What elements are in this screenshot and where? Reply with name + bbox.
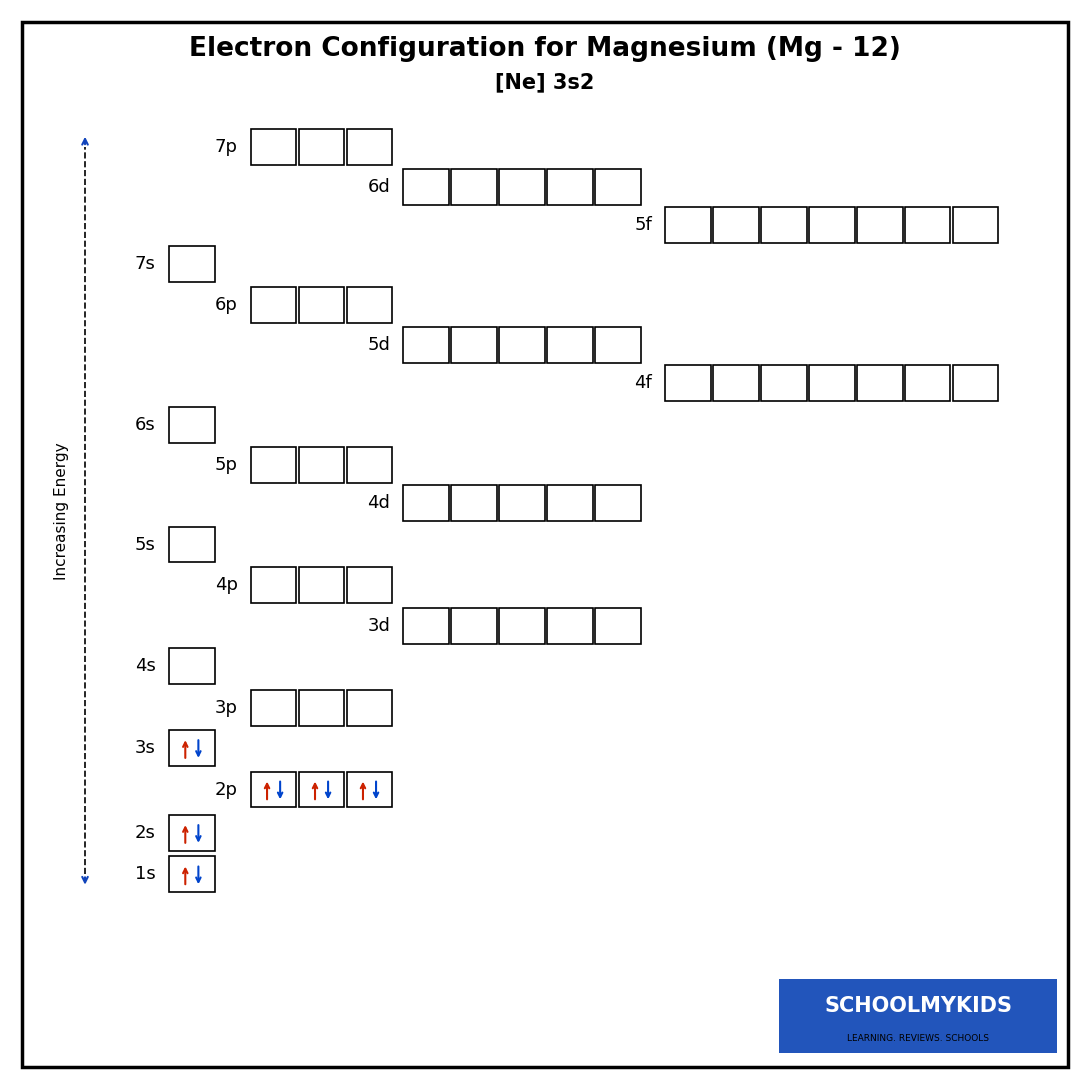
Bar xyxy=(169,527,215,563)
Bar xyxy=(547,170,593,206)
Text: 1s: 1s xyxy=(135,866,156,883)
Text: 3d: 3d xyxy=(367,617,390,635)
Text: 6d: 6d xyxy=(367,179,390,196)
Bar xyxy=(809,365,855,401)
Bar xyxy=(299,690,344,726)
Bar xyxy=(299,771,344,808)
Bar xyxy=(451,327,497,363)
Text: 4s: 4s xyxy=(135,658,156,675)
Text: 2s: 2s xyxy=(135,824,156,842)
Bar xyxy=(761,365,807,401)
Text: 5p: 5p xyxy=(215,456,238,474)
Bar xyxy=(595,327,641,363)
Bar xyxy=(595,608,641,645)
Bar xyxy=(451,170,497,206)
Bar xyxy=(403,170,449,206)
Bar xyxy=(403,327,449,363)
Bar xyxy=(347,287,392,322)
Text: 7s: 7s xyxy=(135,255,156,272)
Bar xyxy=(547,485,593,521)
Text: 3p: 3p xyxy=(215,699,238,717)
Text: [Ne] 3s2: [Ne] 3s2 xyxy=(495,73,595,93)
Bar xyxy=(169,816,215,852)
Bar xyxy=(595,485,641,521)
Bar xyxy=(299,287,344,322)
Bar xyxy=(451,485,497,521)
Text: 3s: 3s xyxy=(135,739,156,757)
Text: 4p: 4p xyxy=(215,576,238,594)
Bar xyxy=(347,129,392,164)
Text: 4f: 4f xyxy=(634,375,652,392)
Bar xyxy=(347,771,392,808)
Text: 4d: 4d xyxy=(367,494,390,512)
Bar xyxy=(953,365,998,401)
Bar xyxy=(347,566,392,603)
Bar xyxy=(251,287,296,322)
Bar xyxy=(595,170,641,206)
Bar xyxy=(779,979,1057,1053)
Bar xyxy=(499,485,545,521)
FancyBboxPatch shape xyxy=(22,22,1068,1067)
Bar xyxy=(499,608,545,645)
Bar xyxy=(299,129,344,164)
Bar xyxy=(169,649,215,685)
Bar xyxy=(499,327,545,363)
Bar xyxy=(809,207,855,243)
Bar xyxy=(547,327,593,363)
Bar xyxy=(905,207,950,243)
Text: 6s: 6s xyxy=(135,416,156,433)
Bar xyxy=(857,207,903,243)
Bar xyxy=(299,446,344,484)
Text: LEARNING. REVIEWS. SCHOOLS: LEARNING. REVIEWS. SCHOOLS xyxy=(847,1033,990,1043)
Text: Electron Configuration for Magnesium (Mg - 12): Electron Configuration for Magnesium (Mg… xyxy=(189,36,901,62)
Bar xyxy=(547,608,593,645)
Bar xyxy=(251,690,296,726)
Bar xyxy=(905,365,950,401)
Text: 5f: 5f xyxy=(634,217,652,234)
Bar xyxy=(347,446,392,484)
Bar xyxy=(251,566,296,603)
Bar xyxy=(953,207,998,243)
Bar xyxy=(499,170,545,206)
Bar xyxy=(251,129,296,164)
Bar xyxy=(169,856,215,893)
Bar xyxy=(857,365,903,401)
Text: 5s: 5s xyxy=(135,536,156,553)
Bar xyxy=(403,485,449,521)
Bar xyxy=(169,245,215,281)
Bar xyxy=(713,365,759,401)
Bar xyxy=(251,771,296,808)
Bar xyxy=(665,207,711,243)
Bar xyxy=(451,608,497,645)
Text: Increasing Energy: Increasing Energy xyxy=(53,442,69,579)
Bar xyxy=(251,446,296,484)
Text: 5d: 5d xyxy=(367,337,390,354)
Bar xyxy=(347,690,392,726)
Text: 2p: 2p xyxy=(215,781,238,798)
Bar xyxy=(713,207,759,243)
Bar xyxy=(403,608,449,645)
Text: 7p: 7p xyxy=(215,138,238,156)
Bar xyxy=(169,406,215,442)
Bar xyxy=(665,365,711,401)
Bar xyxy=(169,731,215,767)
Bar xyxy=(761,207,807,243)
Bar xyxy=(299,566,344,603)
Text: 6p: 6p xyxy=(215,296,238,314)
Text: SCHOOLMYKIDS: SCHOOLMYKIDS xyxy=(824,996,1013,1016)
